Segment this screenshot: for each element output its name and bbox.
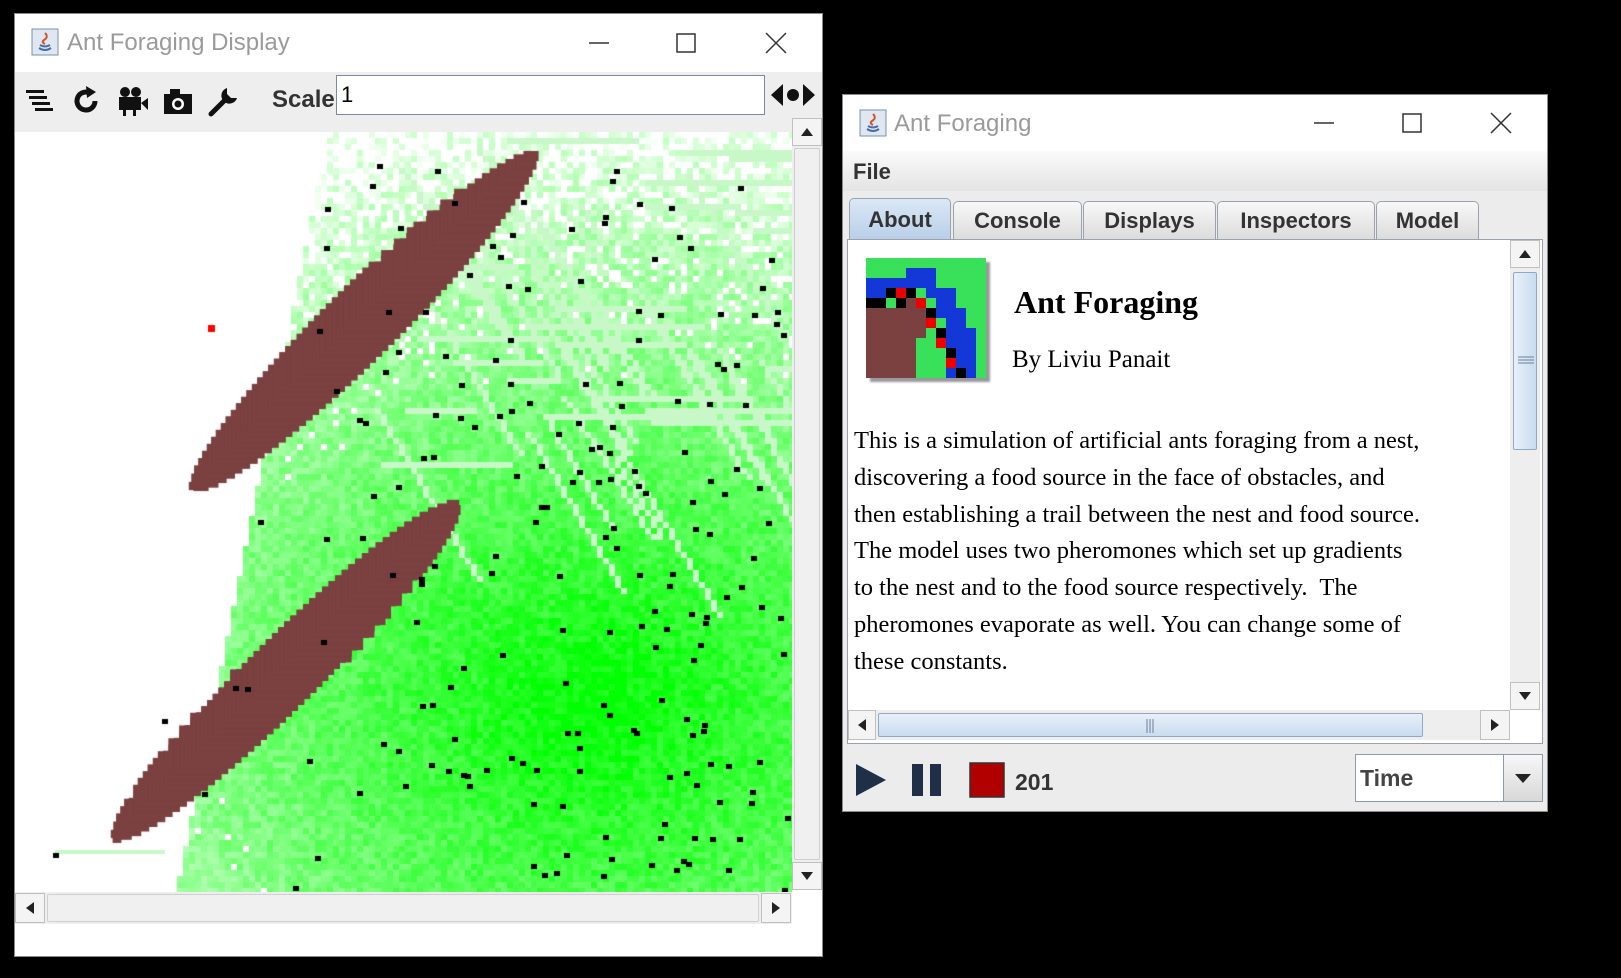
maximize-button[interactable]	[662, 14, 710, 72]
stop-icon[interactable]	[969, 762, 1005, 798]
scroll-down-button[interactable]	[792, 862, 822, 890]
minimize-button[interactable]	[1300, 95, 1348, 151]
layers-icon[interactable]	[23, 84, 57, 118]
about-horizontal-scrollbar[interactable]	[848, 710, 1510, 740]
close-button[interactable]	[1477, 95, 1525, 151]
description-line: pheromones evaporate as well. You can ch…	[854, 610, 1402, 638]
maximize-button[interactable]	[1388, 95, 1436, 151]
time-mode-value: Time	[1360, 765, 1414, 791]
close-icon	[765, 32, 787, 54]
scale-label: Scale:	[272, 86, 343, 113]
about-description: This is a simulation of artificial ants …	[854, 423, 1494, 681]
display-title: Ant Foraging Display	[67, 29, 290, 56]
arrow-down-icon	[801, 872, 813, 880]
chevron-down-icon	[1515, 774, 1531, 783]
grip-icon	[1518, 356, 1534, 364]
close-button[interactable]	[752, 14, 800, 72]
menu-bar: File	[843, 151, 1547, 191]
wrench-icon[interactable]	[207, 84, 241, 118]
description-line: to the nest and to the food source respe…	[854, 574, 1358, 602]
horizontal-track[interactable]	[47, 894, 759, 922]
arrow-right-icon	[772, 902, 780, 914]
scale-input[interactable]: 1	[336, 75, 765, 115]
vertical-track[interactable]	[794, 148, 820, 860]
arrow-down-icon	[1519, 692, 1531, 700]
control-bar: 201 Time	[843, 750, 1547, 810]
ant-foraging-logo	[866, 258, 986, 378]
arrow-right-icon	[1491, 719, 1499, 731]
arrow-left-icon	[26, 902, 34, 914]
description-line: discovering a food source in the face of…	[854, 463, 1385, 491]
movie-camera-icon[interactable]	[115, 84, 149, 118]
minimize-icon	[1314, 122, 1334, 124]
close-icon	[1490, 112, 1512, 134]
ant-foraging-grid[interactable]	[15, 132, 792, 904]
about-author: By Liviu Panait	[1012, 346, 1171, 373]
scale-value: 1	[341, 82, 354, 107]
controller-title: Ant Foraging	[894, 110, 1032, 137]
simulation-canvas[interactable]	[15, 132, 792, 904]
tab-label: About	[868, 206, 932, 232]
arrow-left-icon	[858, 719, 866, 731]
horizontal-scroll-thumb[interactable]	[878, 713, 1423, 737]
display-window: Ant Foraging Display	[14, 13, 823, 957]
tab-label: Displays	[1104, 207, 1195, 233]
arrow-up-icon	[1519, 250, 1531, 258]
minimize-icon	[589, 42, 609, 44]
camera-icon[interactable]	[161, 84, 195, 118]
display-horizontal-scrollbar[interactable]	[15, 892, 792, 924]
menu-file[interactable]: File	[853, 159, 891, 184]
vertical-scroll-thumb[interactable]	[1513, 272, 1537, 450]
refresh-icon[interactable]	[69, 84, 103, 118]
scale-arrows-icon[interactable]	[769, 80, 817, 110]
scroll-left-button[interactable]	[15, 893, 45, 923]
controller-titlebar[interactable]: Ant Foraging	[843, 95, 1547, 151]
scroll-up-button[interactable]	[1510, 240, 1540, 268]
tab-about[interactable]: About	[849, 198, 951, 240]
java-icon	[859, 109, 887, 137]
about-panel: Ant Foraging By Liviu Panait This is a s…	[847, 239, 1543, 744]
about-title: Ant Foraging	[1014, 284, 1198, 320]
tab-label: Inspectors	[1240, 207, 1352, 233]
description-line: these constants.	[854, 647, 1008, 675]
minimize-button[interactable]	[575, 14, 623, 72]
scroll-right-button[interactable]	[761, 893, 791, 923]
display-titlebar[interactable]: Ant Foraging Display	[15, 14, 822, 72]
scroll-down-button[interactable]	[1510, 682, 1540, 710]
tab-model[interactable]: Model	[1376, 201, 1479, 239]
tab-label: Console	[974, 207, 1061, 233]
dropdown-button[interactable]	[1503, 755, 1542, 801]
description-line: then establishing a trail between the ne…	[854, 500, 1421, 528]
display-toolbar: Scale: 1	[15, 72, 822, 132]
controller-window: Ant Foraging File About Console Displays…	[842, 94, 1548, 812]
tab-bar: About Console Displays Inspectors Model	[843, 195, 1547, 240]
scroll-up-button[interactable]	[792, 118, 822, 146]
scroll-right-button[interactable]	[1480, 710, 1510, 740]
display-vertical-scrollbar[interactable]	[792, 118, 822, 890]
tab-inspectors[interactable]: Inspectors	[1217, 201, 1375, 239]
scroll-left-button[interactable]	[848, 710, 876, 740]
play-icon[interactable]	[853, 762, 889, 798]
java-icon	[31, 28, 59, 56]
arrow-up-icon	[801, 128, 813, 136]
step-counter: 201	[1015, 769, 1054, 795]
description-line: This is a simulation of artificial ants …	[854, 427, 1420, 454]
grip-icon	[1146, 719, 1154, 733]
description-line: The model uses two pheromones which set …	[854, 537, 1403, 565]
maximize-icon	[676, 33, 696, 53]
tab-console[interactable]: Console	[953, 201, 1082, 239]
tab-label: Model	[1395, 207, 1460, 233]
about-vertical-scrollbar[interactable]	[1510, 240, 1540, 710]
pause-icon[interactable]	[909, 762, 945, 798]
tab-displays[interactable]: Displays	[1083, 201, 1216, 239]
time-mode-select[interactable]: Time	[1355, 754, 1543, 802]
maximize-icon	[1402, 113, 1422, 133]
